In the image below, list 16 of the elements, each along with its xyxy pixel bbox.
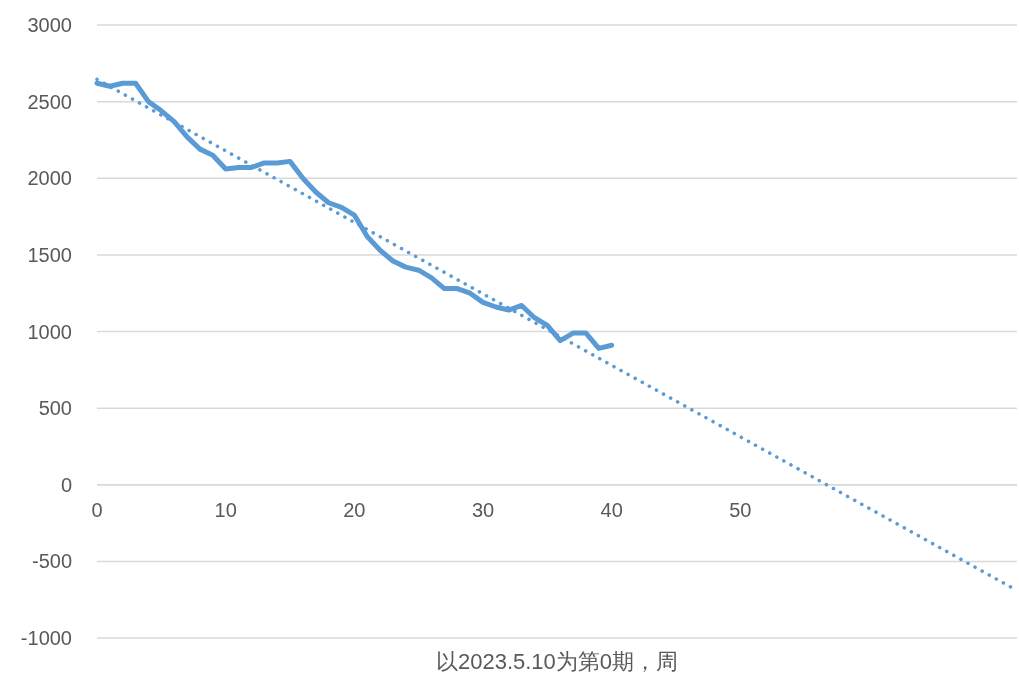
y-tick-label: -500 (31, 550, 72, 573)
x-axis-title: 以2023.5.10为第0期，周 (435, 649, 679, 673)
y-tick-label: 3000 (27, 14, 72, 36)
y-tick-label: 2000 (27, 167, 72, 190)
y-tick-label: 0 (60, 473, 72, 496)
x-tick-label: 50 (729, 498, 752, 521)
x-tick-label: 0 (91, 498, 103, 521)
x-tick-label: 10 (214, 498, 237, 521)
x-tick-label: 20 (343, 498, 366, 521)
y-tick-label: 2500 (27, 90, 72, 113)
y-tick-label: 1500 (27, 243, 72, 266)
y-tick-label: 1000 (27, 320, 72, 343)
x-tick-label: 30 (471, 498, 495, 521)
y-tick-label: 500 (38, 397, 72, 420)
y-tick-label: -1000 (20, 627, 72, 649)
x-tick-label: 40 (600, 498, 623, 521)
